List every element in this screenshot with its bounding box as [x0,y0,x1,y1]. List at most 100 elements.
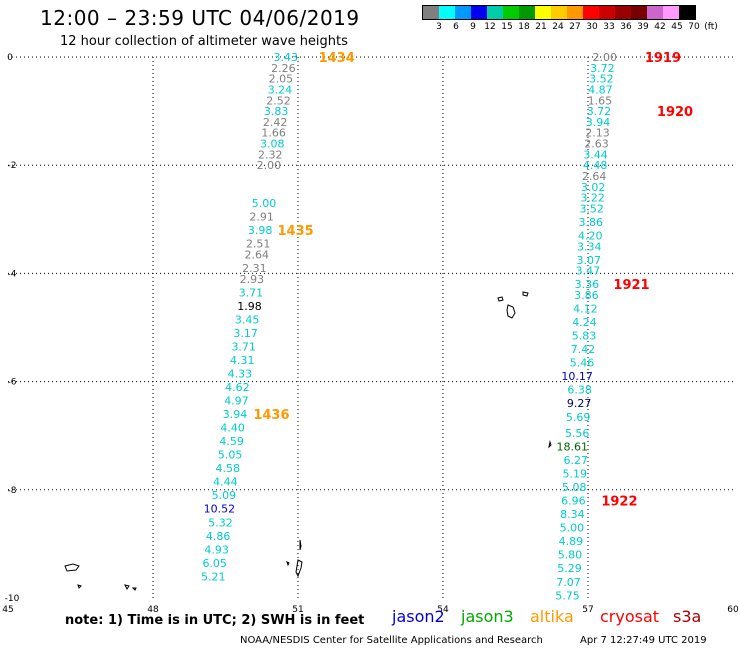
wave-height-value: 4.24 [572,316,597,329]
color-scale-label: 70 [688,22,700,32]
pass-time-label: 1922 [601,495,637,510]
wave-height-value: 3.98 [248,224,273,237]
color-scale-label: 3 [436,22,442,32]
legend-jason3: jason3 [461,607,514,626]
wave-height-value: 3.52 [579,202,604,215]
wave-height-value: 5.32 [208,516,233,529]
color-scale-label: 27 [569,22,581,32]
wave-height-value: 5.75 [555,589,580,602]
wave-height-value: 5.09 [212,489,237,502]
wave-height-value: 3.08 [260,138,285,151]
color-swatch [503,6,519,19]
wave-height-value: 5.00 [560,522,585,535]
wave-height-value: 2.13 [585,127,610,140]
island-right [548,440,552,449]
wave-height-value: 3.86 [574,289,599,302]
wave-height-value: 3.71 [231,340,256,353]
color-scale-label: 42 [654,22,666,32]
wave-height-value: 3.94 [586,116,611,129]
color-swatch [535,6,551,19]
wave-height-value: 5.00 [252,197,277,210]
color-scale-label: 39 [637,22,649,32]
wave-height-value: 3.36 [575,278,600,291]
wave-height-value: 3.07 [577,254,602,267]
y-tick-label: -4 [8,269,17,279]
color-scale-label: (ft) [704,22,718,32]
wave-height-value: 8.34 [560,508,585,521]
color-swatch [487,6,503,19]
legend-cryosat: cryosat [600,607,660,626]
wave-height-value: 4.97 [224,395,249,408]
legend-altika: altika [530,607,574,626]
color-swatch [615,6,631,19]
wave-height-value: 4.86 [206,530,231,543]
color-scale-label: 12 [484,22,496,32]
pass-time-label: 1920 [657,105,693,120]
pass-time-label: 1919 [645,51,681,66]
wave-height-value: 1.66 [261,127,286,140]
color-scale-label: 45 [671,22,683,32]
x-tick-label: 51 [292,605,303,615]
x-tick-label: 60 [727,605,739,615]
wave-height-value: 5.83 [572,330,597,343]
color-scale-label: 36 [620,22,632,32]
color-scale-label: 21 [535,22,547,32]
wave-height-value: 2.64 [245,248,270,261]
wave-height-value: 6.05 [202,557,227,570]
lat-lon-grid: 45 48 51 54 57 60 0 -2 -4 -6 -8 -10 [2,53,739,615]
wave-height-value: 10.17 [561,370,593,383]
wave-height-value: 5.56 [565,427,590,440]
wave-height-value: 3.34 [577,240,602,253]
wave-height-value: 4.93 [204,543,229,556]
color-swatch [583,6,599,19]
y-tick-label: -6 [8,378,17,388]
color-scale-labels: 3 6 9 12 15 18 21 24 27 30 33 36 39 42 45 70 (ft) [422,20,718,34]
color-scale-legend: 3 6 9 12 15 18 21 24 27 30 33 36 39 42 45 70 (ft) [422,5,718,34]
legend-s3a: s3a [673,607,702,626]
wave-height-value: 4.89 [559,535,584,548]
island-seychelles [497,291,529,319]
units-note: note: 1) Time is in UTC; 2) SWH is in fe… [65,613,365,628]
y-tick-label: -10 [5,594,20,604]
wave-height-value: 6.96 [561,495,586,508]
y-tick-label: -8 [8,486,17,496]
color-swatch [631,6,647,19]
wave-height-value: 4.40 [220,422,245,435]
wave-height-value: 3.02 [581,181,606,194]
wave-height-value: 5.69 [566,411,591,424]
island-center [286,539,303,578]
wave-height-value: 7.42 [571,343,596,356]
wave-height-value: 4.12 [573,303,598,316]
wave-height-value: 5.80 [558,549,583,562]
map-subtitle: 12 hour collection of altimeter wave hei… [60,34,348,49]
wave-height-value: 3.17 [233,327,258,340]
x-tick-label: 54 [437,605,449,615]
pass-time-label: 1436 [253,408,289,423]
generation-timestamp: Apr 7 12:27:49 UTC 2019 [580,635,707,646]
color-scale-label: 9 [470,22,476,32]
wave-height-value: 3.72 [590,62,615,75]
color-scale-label: 24 [552,22,564,32]
wave-height-value: 1.65 [588,94,613,107]
wave-height-value: 3.86 [578,216,603,229]
color-swatch [567,6,583,19]
wave-height-value: 3.83 [264,105,289,118]
wave-height-value: 4.31 [230,354,255,367]
wave-height-value: 5.21 [201,570,226,583]
wave-height-value: 3.72 [587,105,612,118]
wave-height-value: 4.62 [225,381,250,394]
wave-height-value: 3.94 [223,408,248,421]
x-tick-label: 48 [147,605,159,615]
wave-height-value: 5.19 [563,468,588,481]
color-swatch [679,6,695,19]
color-scale-label: 6 [453,22,459,32]
wave-height-value: 2.64 [582,170,607,183]
wave-height-value: 10.52 [204,503,236,516]
wave-height-value: 3.71 [239,286,264,299]
color-swatch [519,6,535,19]
island-coast-left [64,563,137,591]
wave-height-value: 2.91 [249,211,274,224]
y-tick-label: 0 [7,53,13,63]
color-scale-label: 15 [501,22,513,32]
pass-time-label: 1434 [319,51,355,66]
